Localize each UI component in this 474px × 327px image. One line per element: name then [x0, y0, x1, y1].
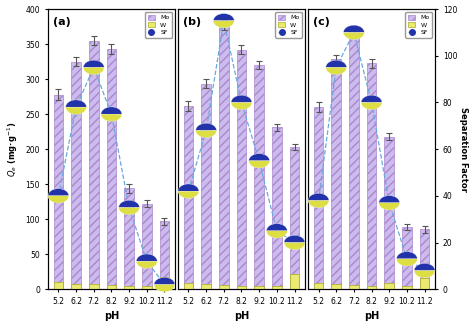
- Bar: [237, 49, 246, 289]
- Bar: [314, 283, 323, 289]
- Bar: [255, 65, 264, 289]
- Bar: [89, 41, 99, 289]
- Bar: [349, 285, 359, 289]
- Legend: Mo, W, SF: Mo, W, SF: [275, 12, 302, 38]
- Bar: [367, 285, 376, 289]
- Bar: [183, 106, 193, 289]
- Bar: [107, 49, 116, 289]
- Bar: [71, 284, 81, 289]
- Bar: [331, 59, 341, 289]
- Bar: [71, 61, 81, 289]
- Bar: [201, 84, 211, 289]
- Bar: [219, 25, 228, 289]
- Bar: [160, 221, 169, 289]
- Bar: [419, 230, 429, 289]
- Bar: [290, 147, 300, 289]
- Bar: [201, 284, 211, 289]
- Bar: [384, 137, 394, 289]
- Bar: [419, 278, 429, 289]
- Bar: [349, 31, 359, 289]
- Text: (b): (b): [183, 17, 201, 27]
- Bar: [314, 107, 323, 289]
- Text: (c): (c): [313, 17, 330, 27]
- Bar: [183, 283, 193, 289]
- Bar: [402, 286, 412, 289]
- Bar: [54, 282, 63, 289]
- Y-axis label: $Q_e$ (mg·g$^{-1}$): $Q_e$ (mg·g$^{-1}$): [6, 122, 20, 177]
- X-axis label: pH: pH: [364, 311, 379, 321]
- Bar: [290, 274, 300, 289]
- Bar: [124, 286, 134, 289]
- Bar: [237, 285, 246, 289]
- Bar: [402, 227, 412, 289]
- Bar: [219, 285, 228, 289]
- Bar: [384, 283, 394, 289]
- X-axis label: pH: pH: [234, 311, 249, 321]
- Bar: [255, 285, 264, 289]
- Legend: Mo, W, SF: Mo, W, SF: [145, 12, 172, 38]
- Legend: Mo, W, SF: Mo, W, SF: [405, 12, 432, 38]
- X-axis label: pH: pH: [104, 311, 119, 321]
- Bar: [124, 188, 134, 289]
- Bar: [142, 204, 152, 289]
- Bar: [107, 285, 116, 289]
- Text: (a): (a): [53, 17, 71, 27]
- Bar: [89, 284, 99, 289]
- Bar: [54, 95, 63, 289]
- Bar: [367, 63, 376, 289]
- Bar: [160, 277, 169, 289]
- Bar: [272, 286, 282, 289]
- Y-axis label: Separation Factor: Separation Factor: [459, 107, 468, 192]
- Bar: [331, 284, 341, 289]
- Bar: [142, 286, 152, 289]
- Bar: [272, 127, 282, 289]
